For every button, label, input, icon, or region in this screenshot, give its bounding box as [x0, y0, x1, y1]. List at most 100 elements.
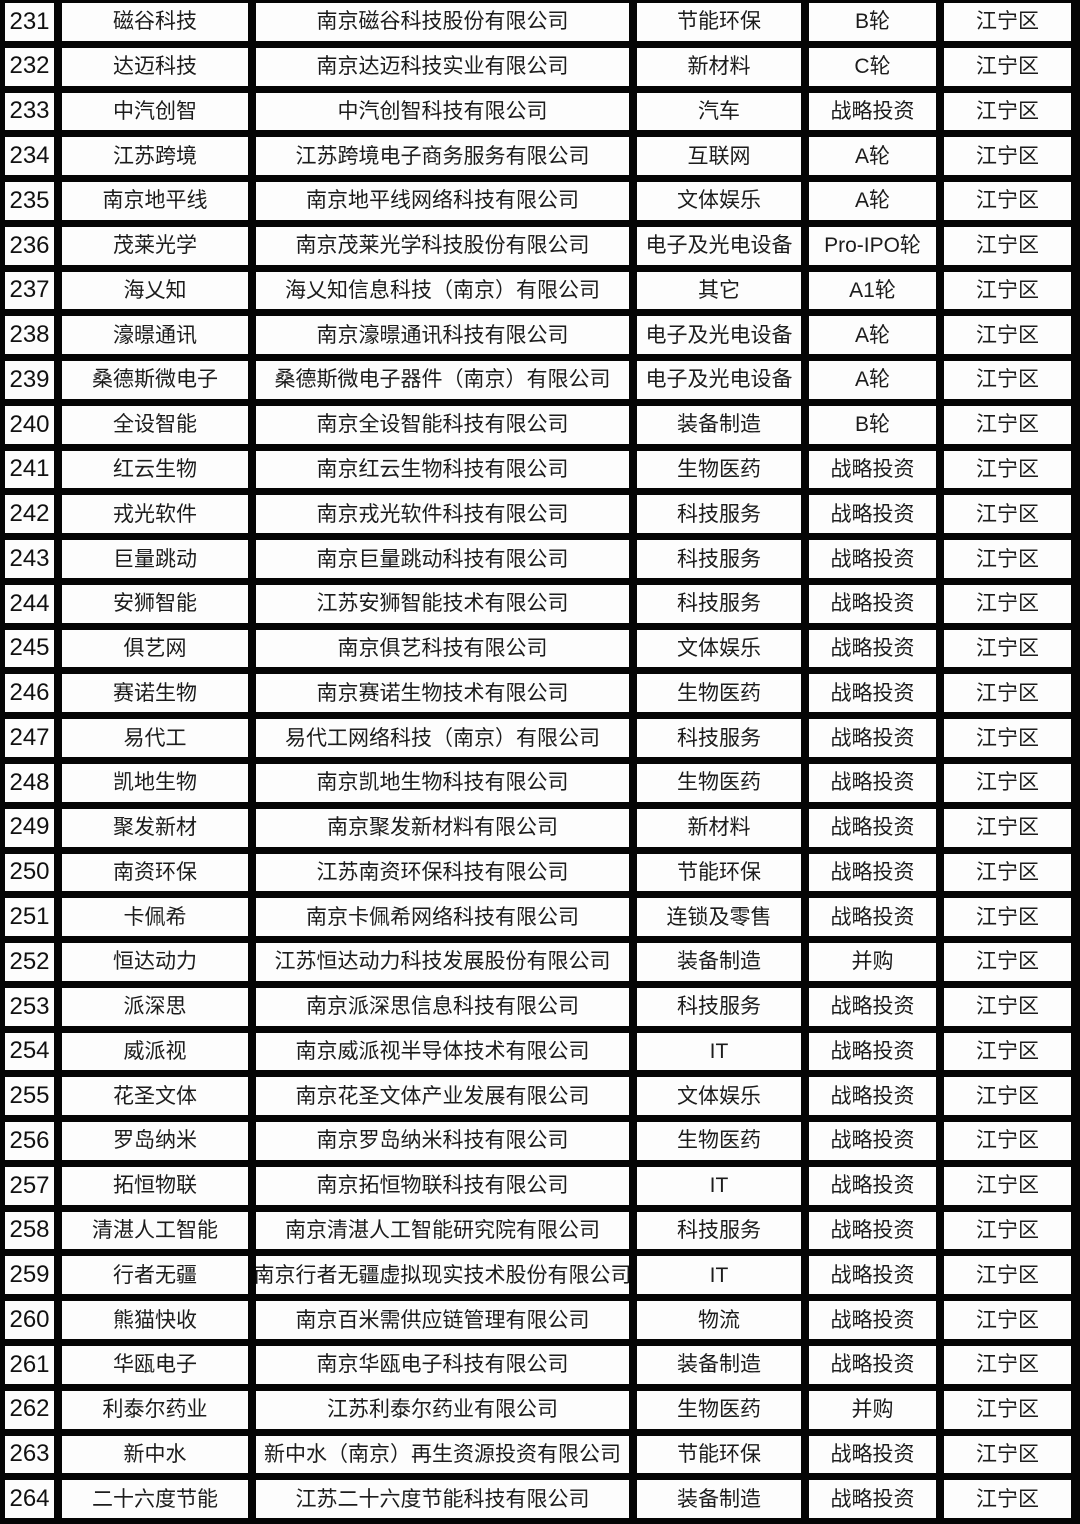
company-full-name: 海乂知信息科技（南京）有限公司 [256, 271, 629, 310]
company-short-name: 江苏跨境 [62, 137, 248, 176]
district-cell: 江宁区 [944, 405, 1071, 444]
industry-cell: 互联网 [637, 137, 801, 176]
district-cell: 江宁区 [944, 719, 1071, 758]
industry-cell: 生物医药 [637, 1390, 801, 1429]
row-number: 245 [5, 629, 54, 668]
company-short-name: 聚发新材 [62, 808, 248, 847]
company-full-name: 南京威派视半导体技术有限公司 [256, 1032, 629, 1071]
table-row: 234 江苏跨境 江苏跨境电子商务服务有限公司 互联网 A轮 江宁区 [5, 137, 1071, 176]
company-short-name: 凯地生物 [62, 764, 248, 802]
company-short-name: 利泰尔药业 [62, 1390, 248, 1429]
district-cell: 江宁区 [944, 584, 1071, 623]
funding-round-cell: 战略投资 [809, 1122, 936, 1160]
company-short-name: 卡佩希 [62, 898, 248, 937]
funding-round-cell: 战略投资 [809, 540, 936, 578]
company-short-name: 海乂知 [62, 271, 248, 310]
table-row: 261 华瓯电子 南京华瓯电子科技有限公司 装备制造 战略投资 江宁区 [5, 1345, 1071, 1384]
company-full-name: 南京拓恒物联科技有限公司 [256, 1166, 629, 1205]
district-cell: 江宁区 [944, 674, 1071, 713]
company-short-name: 二十六度节能 [62, 1480, 248, 1519]
company-short-name: 恒达动力 [62, 943, 248, 981]
company-full-name: 江苏恒达动力科技发展股份有限公司 [256, 943, 629, 981]
industry-cell: 连锁及零售 [637, 898, 801, 937]
industry-cell: 科技服务 [637, 584, 801, 623]
district-cell: 江宁区 [944, 1480, 1071, 1519]
company-full-name: 中汽创智科技有限公司 [256, 92, 629, 131]
funding-round-cell: 战略投资 [809, 1480, 936, 1519]
district-cell: 江宁区 [944, 316, 1071, 355]
industry-cell: 生物医药 [637, 450, 801, 489]
company-short-name: 行者无疆 [62, 1256, 248, 1295]
company-full-name: 南京磁谷科技股份有限公司 [256, 3, 629, 41]
funding-round-cell: A轮 [809, 361, 936, 399]
funding-round-cell: 战略投资 [809, 674, 936, 713]
industry-cell: 生物医药 [637, 1122, 801, 1160]
table-row: 253 派深思 南京派深思信息科技有限公司 科技服务 战略投资 江宁区 [5, 987, 1071, 1026]
district-cell: 江宁区 [944, 1122, 1071, 1160]
district-cell: 江宁区 [944, 47, 1071, 86]
industry-cell: 电子及光电设备 [637, 226, 801, 265]
funding-round-cell: A轮 [809, 182, 936, 220]
funding-round-cell: A轮 [809, 137, 936, 176]
table-row: 243 巨量跳动 南京巨量跳动科技有限公司 科技服务 战略投资 江宁区 [5, 540, 1071, 578]
row-number: 249 [5, 808, 54, 847]
table-row: 249 聚发新材 南京聚发新材料有限公司 新材料 战略投资 江宁区 [5, 808, 1071, 847]
industry-cell: 科技服务 [637, 495, 801, 534]
company-full-name: 南京巨量跳动科技有限公司 [256, 540, 629, 578]
table-row: 247 易代工 易代工网络科技（南京）有限公司 科技服务 战略投资 江宁区 [5, 719, 1071, 758]
table-row: 237 海乂知 海乂知信息科技（南京）有限公司 其它 A1轮 江宁区 [5, 271, 1071, 310]
industry-cell: 装备制造 [637, 1345, 801, 1384]
industry-cell: 电子及光电设备 [637, 361, 801, 399]
company-full-name: 南京卡佩希网络科技有限公司 [256, 898, 629, 937]
row-number: 262 [5, 1390, 54, 1429]
company-short-name: 拓恒物联 [62, 1166, 248, 1205]
district-cell: 江宁区 [944, 137, 1071, 176]
company-full-name: 南京茂莱光学科技股份有限公司 [256, 226, 629, 265]
company-full-name: 南京红云生物科技有限公司 [256, 450, 629, 489]
company-short-name: 易代工 [62, 719, 248, 758]
company-short-name: 全设智能 [62, 405, 248, 444]
industry-cell: 节能环保 [637, 3, 801, 41]
district-cell: 江宁区 [944, 629, 1071, 668]
table-row: 244 安狮智能 江苏安狮智能技术有限公司 科技服务 战略投资 江宁区 [5, 584, 1071, 623]
district-cell: 江宁区 [944, 271, 1071, 310]
funding-round-cell: 战略投资 [809, 629, 936, 668]
funding-round-cell: 战略投资 [809, 1077, 936, 1116]
funding-round-cell: 战略投资 [809, 1256, 936, 1295]
industry-cell: 节能环保 [637, 853, 801, 892]
company-full-name: 南京花圣文体产业发展有限公司 [256, 1077, 629, 1116]
industry-cell: 装备制造 [637, 943, 801, 981]
table-row: 264 二十六度节能 江苏二十六度节能科技有限公司 装备制造 战略投资 江宁区 [5, 1480, 1071, 1519]
district-cell: 江宁区 [944, 182, 1071, 220]
table-row: 233 中汽创智 中汽创智科技有限公司 汽车 战略投资 江宁区 [5, 92, 1071, 131]
row-number: 238 [5, 316, 54, 355]
funding-round-cell: 战略投资 [809, 764, 936, 802]
company-full-name: 南京派深思信息科技有限公司 [256, 987, 629, 1026]
table-row: 240 全设智能 南京全设智能科技有限公司 装备制造 B轮 江宁区 [5, 405, 1071, 444]
industry-cell: IT [637, 1256, 801, 1295]
row-number: 232 [5, 47, 54, 86]
funding-round-cell: 战略投资 [809, 1435, 936, 1474]
company-full-name: 江苏跨境电子商务服务有限公司 [256, 137, 629, 176]
row-number: 247 [5, 719, 54, 758]
funding-round-cell: B轮 [809, 3, 936, 41]
table-row: 263 新中水 新中水（南京）再生资源投资有限公司 节能环保 战略投资 江宁区 [5, 1435, 1071, 1474]
row-number: 236 [5, 226, 54, 265]
district-cell: 江宁区 [944, 226, 1071, 265]
district-cell: 江宁区 [944, 1256, 1071, 1295]
table-row: 254 威派视 南京威派视半导体技术有限公司 IT 战略投资 江宁区 [5, 1032, 1071, 1071]
company-full-name: 江苏利泰尔药业有限公司 [256, 1390, 629, 1429]
company-short-name: 熊猫快收 [62, 1301, 248, 1339]
company-full-name: 江苏南资环保科技有限公司 [256, 853, 629, 892]
table-row: 255 花圣文体 南京花圣文体产业发展有限公司 文体娱乐 战略投资 江宁区 [5, 1077, 1071, 1116]
funding-round-cell: 战略投资 [809, 92, 936, 131]
district-cell: 江宁区 [944, 3, 1071, 41]
funding-round-cell: 并购 [809, 1390, 936, 1429]
industry-cell: 文体娱乐 [637, 629, 801, 668]
industry-cell: 新材料 [637, 808, 801, 847]
row-number: 260 [5, 1301, 54, 1339]
funding-round-cell: 战略投资 [809, 987, 936, 1026]
company-short-name: 赛诺生物 [62, 674, 248, 713]
